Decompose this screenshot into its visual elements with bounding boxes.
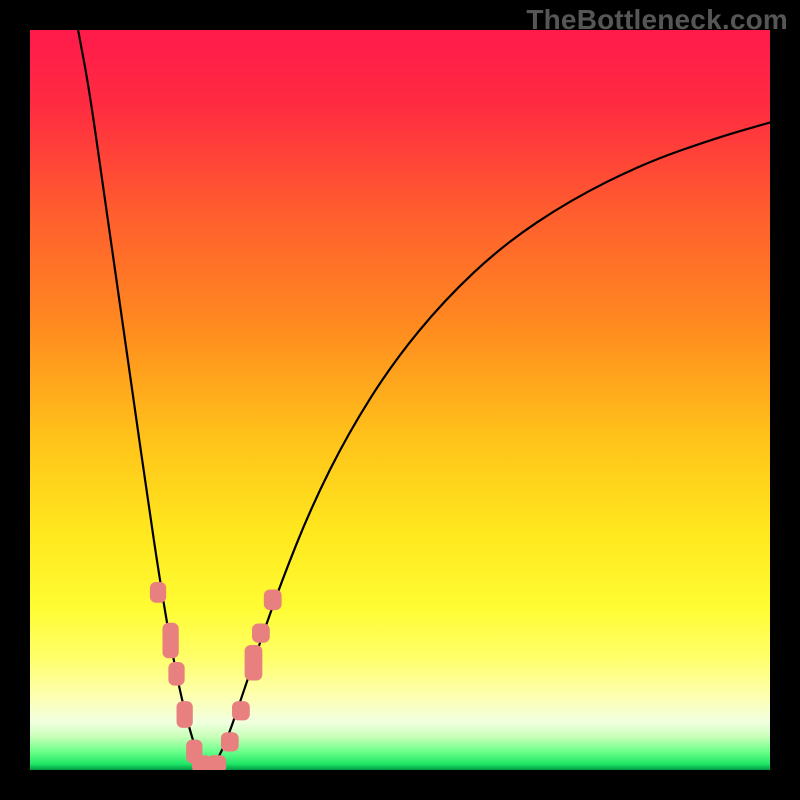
data-marker — [252, 623, 270, 642]
plot-area — [30, 30, 770, 770]
data-marker — [264, 589, 282, 610]
data-marker — [245, 645, 263, 681]
data-marker — [177, 701, 193, 728]
data-marker — [207, 755, 226, 770]
data-marker — [150, 582, 166, 603]
bottleneck-curve — [78, 30, 770, 767]
plot-overlay-svg — [30, 30, 770, 770]
data-marker — [162, 623, 178, 659]
chart-root: TheBottleneck.com — [0, 0, 800, 800]
data-marker — [232, 701, 250, 720]
data-marker — [168, 662, 184, 686]
data-marker — [221, 732, 239, 751]
